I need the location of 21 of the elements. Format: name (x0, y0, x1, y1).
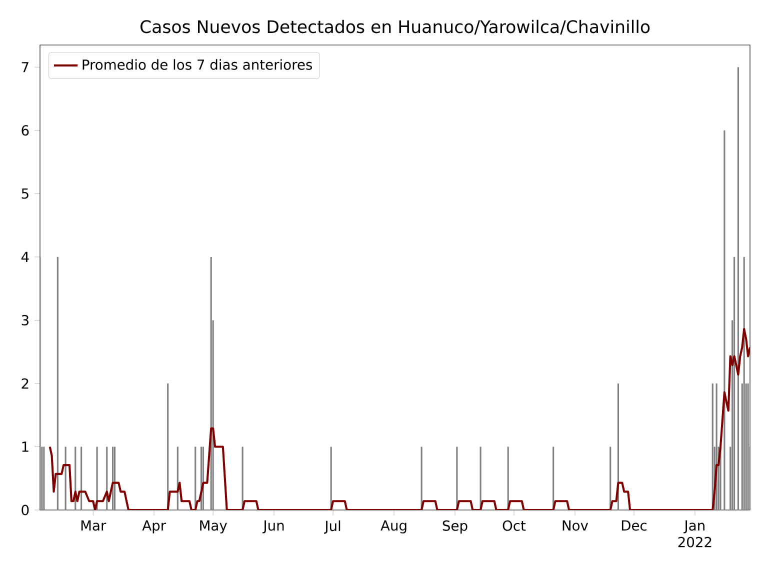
x-tick-label: Dec (622, 520, 646, 531)
y-tick-label: 0 (22, 504, 29, 516)
y-tick-label: 2 (22, 378, 28, 389)
chart-title: Casos Nuevos Detectados en Huanuco/Yarowilca/Chavinillo (140, 20, 650, 35)
legend-label: Promedio de los 7 dias anteriores (82, 59, 312, 70)
x-tick-label: Jul (324, 520, 340, 534)
x-tick-label: Sep (442, 520, 468, 534)
x-tick-label: May (200, 520, 227, 534)
x-tick-label: Jun (262, 520, 284, 534)
x-tick-label: Jan 2022 (678, 520, 712, 548)
x-tick-label: Oct (502, 520, 526, 531)
y-tick-label: 4 (21, 252, 29, 262)
x-tick-label: Apr (142, 520, 166, 534)
y-tick-label: 6 (22, 125, 29, 136)
y-tick-label: 3 (22, 314, 28, 326)
x-tick-label: Aug (380, 520, 406, 534)
y-tick-label: 5 (22, 188, 28, 199)
y-tick-label: 1 (22, 442, 28, 452)
x-tick-label: Mar (81, 520, 106, 531)
x-tick-label: Nov (562, 520, 588, 531)
y-tick-label: 7 (22, 62, 28, 72)
